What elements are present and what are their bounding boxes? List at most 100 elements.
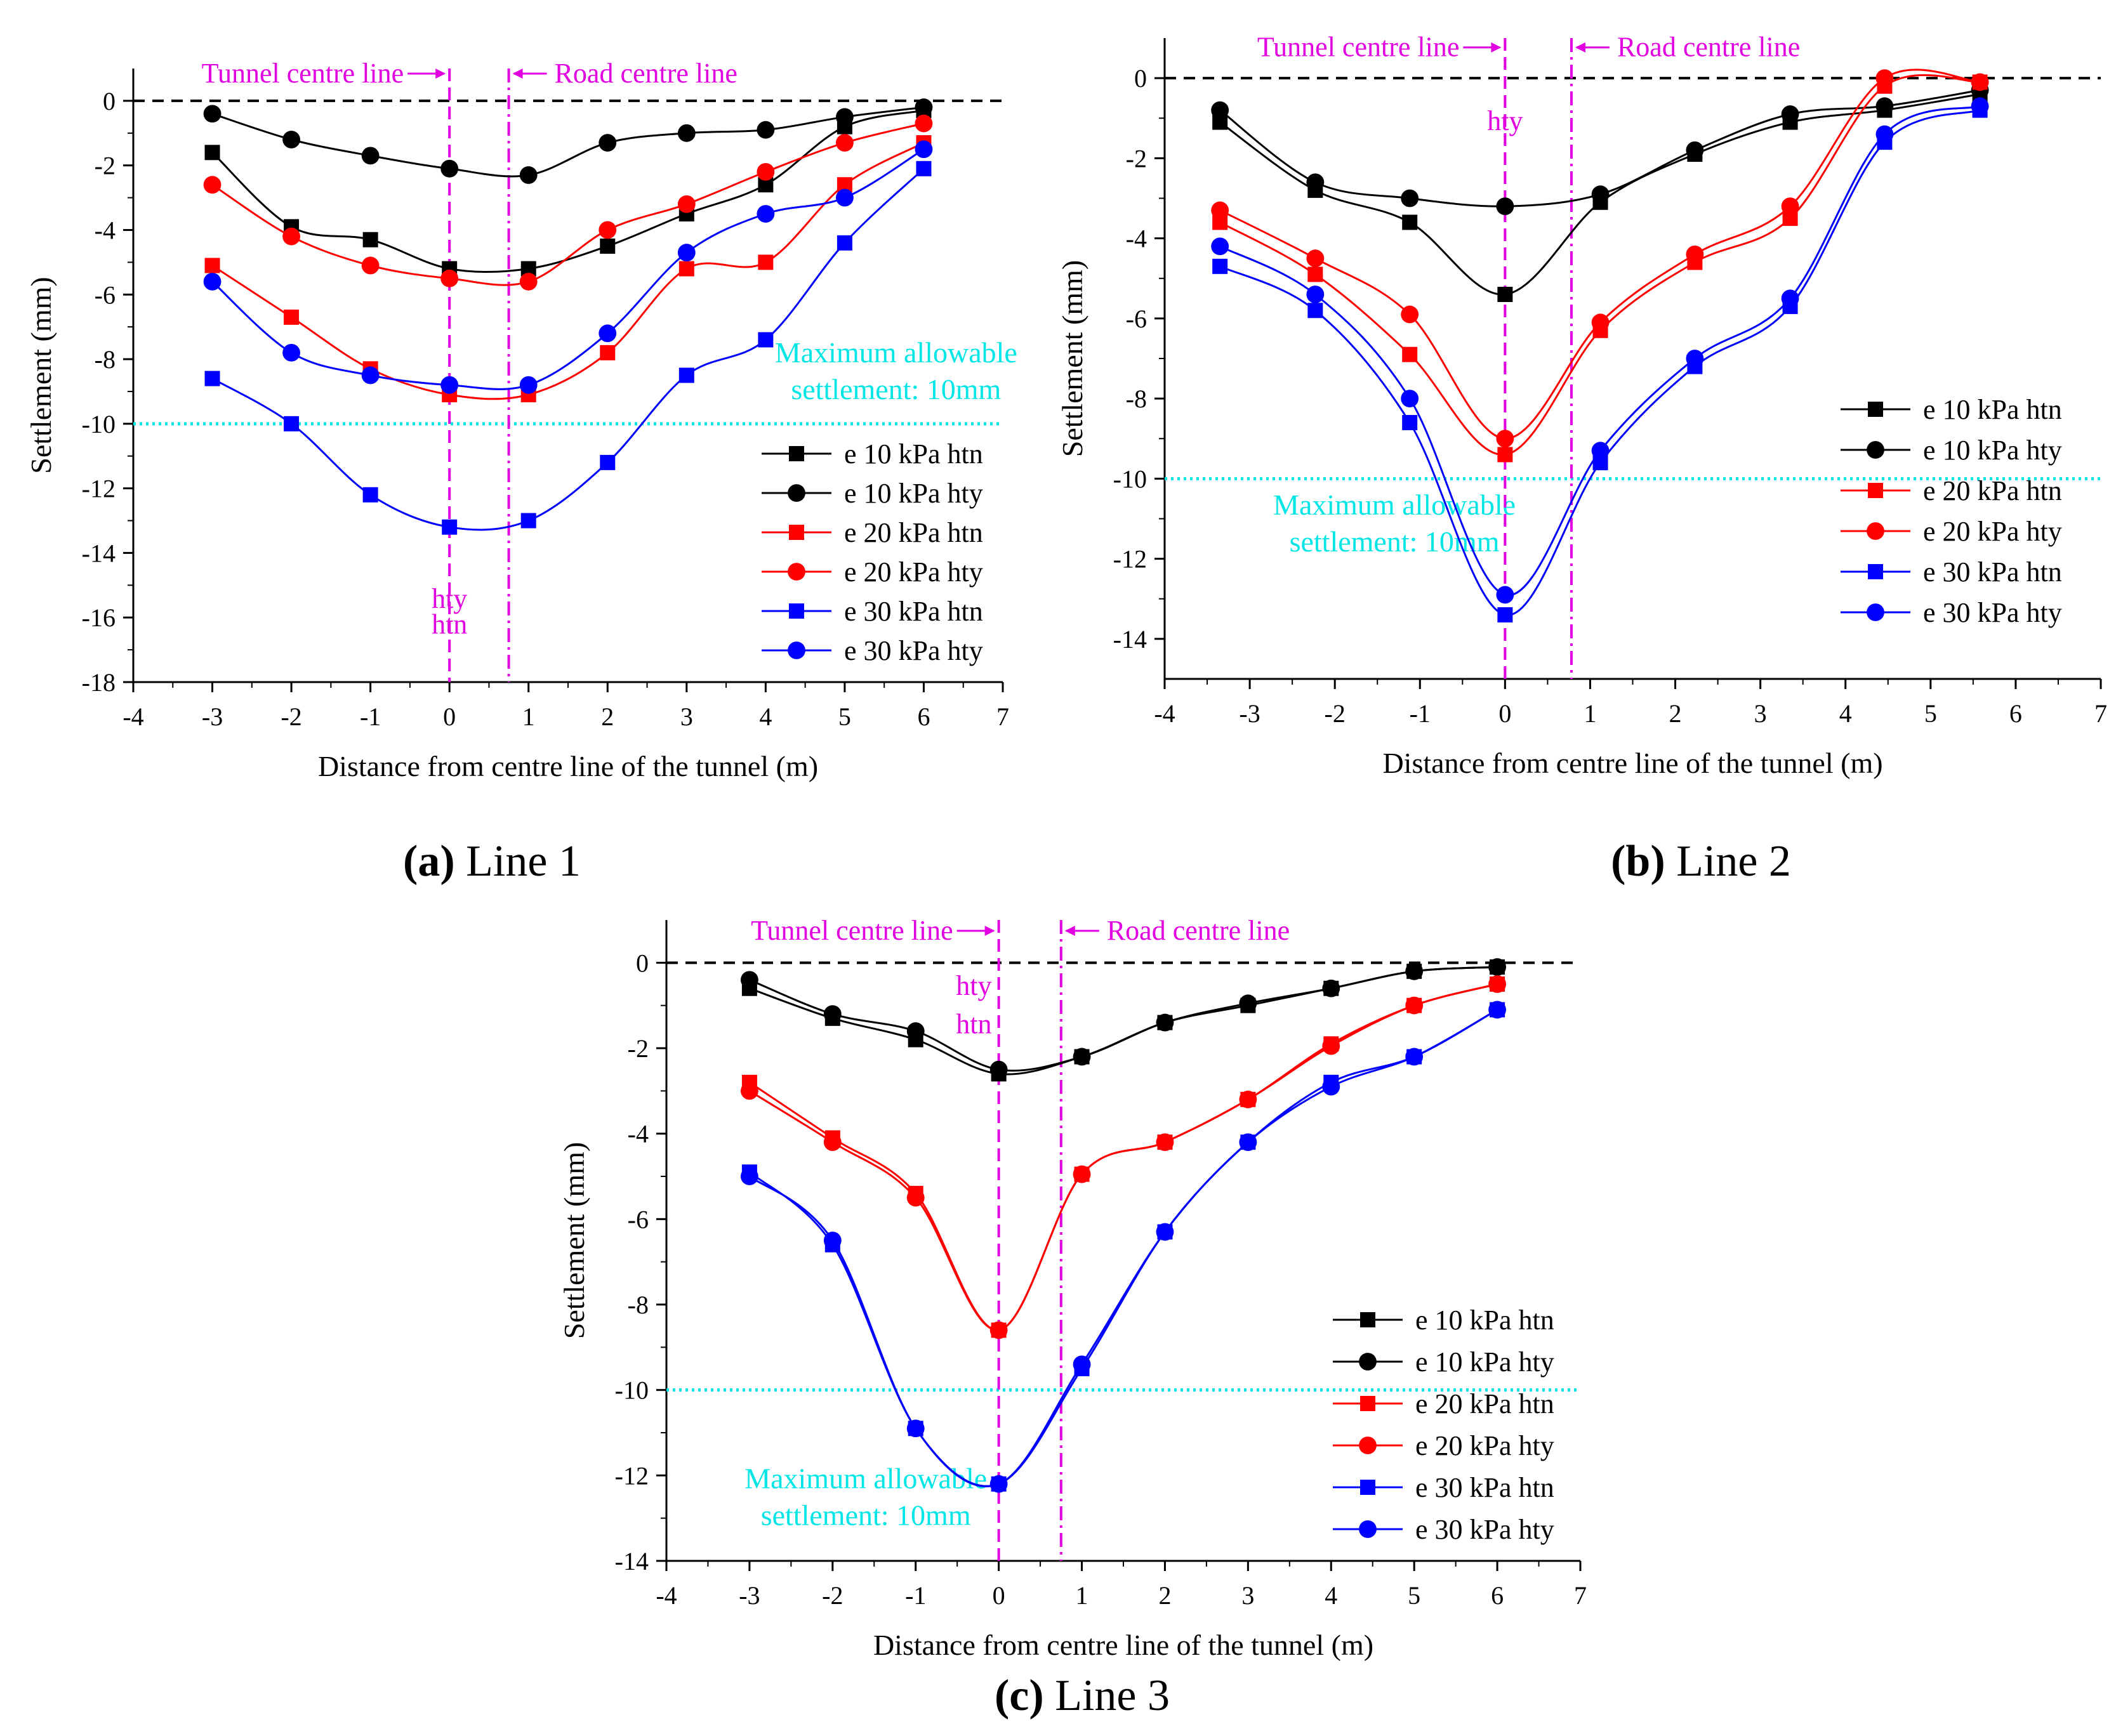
x-tick-label: 3	[680, 702, 693, 731]
x-tick-label: 2	[1158, 1581, 1171, 1610]
legend-marker	[789, 446, 804, 461]
data-point	[203, 176, 222, 194]
data-point	[442, 519, 458, 535]
y-axis-label: Settlement (mm)	[1056, 260, 1088, 457]
data-point	[677, 244, 696, 262]
x-tick-label: 4	[759, 702, 772, 731]
legend-marker	[1867, 603, 1884, 621]
data-point	[1781, 289, 1799, 308]
series-e-30-kPa-hty	[740, 1001, 1507, 1493]
y-tick-label: -6	[628, 1205, 649, 1233]
legend-label: e 10 kPa hty	[1415, 1346, 1554, 1378]
series-line	[211, 141, 925, 400]
data-point	[1781, 105, 1799, 123]
caption-letter: (a)	[403, 837, 455, 886]
x-tick-label: -1	[1410, 699, 1431, 728]
x-tick-label: -3	[202, 702, 223, 731]
legend-label: e 30 kPa hty	[1415, 1514, 1554, 1545]
legend-marker	[1868, 483, 1883, 498]
data-point	[1239, 1133, 1257, 1152]
series-e-10-kPa-hty	[740, 958, 1507, 1079]
series-line	[1219, 109, 1981, 616]
legend-label: e 30 kPa htn	[1923, 556, 2062, 588]
data-point	[835, 134, 854, 152]
data-point	[1781, 197, 1799, 216]
data-point	[520, 513, 536, 529]
data-point	[1306, 173, 1325, 192]
data-point	[361, 256, 380, 275]
series-line	[749, 983, 1498, 1331]
legend-label: e 30 kPa hty	[844, 635, 983, 666]
data-point	[203, 272, 222, 291]
x-tick-label: 5	[1924, 699, 1937, 728]
legend: e 10 kPa htn e 10 kPa hty e 20 kPa htn e 20…	[1333, 1305, 1554, 1545]
legend-marker	[1867, 522, 1884, 540]
legend-label: e 20 kPa hty	[844, 556, 983, 588]
limit-label: Maximum allowable	[1273, 489, 1516, 521]
arrow-icon	[1575, 42, 1585, 53]
road-centre-label: Road centre line	[1107, 915, 1290, 946]
data-point	[1306, 249, 1325, 268]
y-tick-label: 0	[103, 87, 116, 115]
x-tick-label: 7	[996, 702, 1009, 731]
series-line	[1219, 93, 1980, 296]
legend-label: e 10 kPa hty	[1923, 435, 2062, 466]
y-tick-label: -6	[95, 280, 116, 309]
data-point	[758, 254, 774, 270]
legend-marker	[788, 484, 805, 502]
panel-caption: (b) Line 2	[1611, 837, 1791, 886]
chart-panel-3: -4 -3 -2 -1 0 1 2 3 4 5 6 70-2-4-6-8-10-12-14Distan…	[558, 915, 1587, 1720]
caption-text: Line 1	[455, 837, 581, 886]
legend-label: e 30 kPa htn	[844, 596, 983, 627]
x-tick-label: -4	[656, 1581, 677, 1610]
data-point	[740, 1082, 758, 1100]
legend-marker	[788, 641, 805, 659]
data-point	[362, 232, 378, 247]
data-point	[740, 1167, 758, 1185]
x-tick-label: -2	[822, 1581, 843, 1610]
data-point	[1156, 1133, 1174, 1152]
data-point	[1591, 442, 1610, 460]
data-point	[906, 1188, 925, 1207]
limit-label: Maximum allowable	[744, 1463, 987, 1495]
data-point	[1211, 101, 1229, 119]
hty-label: hty	[1487, 105, 1523, 136]
legend-label: e 20 kPa hty	[1923, 516, 2062, 547]
data-point	[1686, 245, 1704, 263]
limit-label: settlement: 10mm	[761, 1499, 971, 1532]
legend-label: e 10 kPa htn	[844, 438, 983, 470]
caption-letter: (b)	[1611, 837, 1665, 886]
legend-marker	[789, 525, 804, 540]
series-line	[1219, 69, 1980, 440]
htn-label: htn	[432, 609, 467, 640]
x-tick-label: 5	[838, 702, 851, 731]
data-point	[1496, 197, 1514, 216]
x-tick-label: 7	[1574, 1581, 1587, 1610]
series-line	[211, 168, 925, 531]
data-point	[678, 261, 694, 277]
data-point	[989, 1321, 1008, 1339]
x-tick-label: -3	[1239, 699, 1260, 728]
y-tick-label: -16	[82, 603, 116, 632]
data-point	[1971, 73, 1989, 91]
series-e-20-kPa-hty	[740, 975, 1507, 1339]
data-point	[1497, 447, 1513, 463]
data-point	[1156, 1013, 1174, 1032]
x-tick-label: 0	[1498, 699, 1511, 728]
legend-marker	[1359, 1353, 1377, 1371]
series-e-10-kPa-hty	[203, 98, 933, 184]
y-tick-label: -4	[95, 216, 116, 244]
data-point	[204, 371, 220, 386]
y-tick-label: -2	[95, 152, 116, 180]
chart-panel-1: -4 -3 -2 -1 0 1 2 3 4 5 6 70-2-4-6-8-10-12-14-16-18…	[25, 58, 1017, 886]
data-point	[440, 269, 459, 287]
data-point	[1497, 607, 1513, 622]
x-axis-label: Distance from centre line of the tunnel …	[873, 1629, 1373, 1661]
limit-label: settlement: 10mm	[791, 373, 1001, 405]
legend-marker	[1359, 1520, 1377, 1538]
road-centre-label: Road centre line	[555, 58, 737, 89]
data-point	[835, 188, 854, 207]
data-point	[835, 108, 854, 126]
x-tick-label: 1	[1584, 699, 1596, 728]
